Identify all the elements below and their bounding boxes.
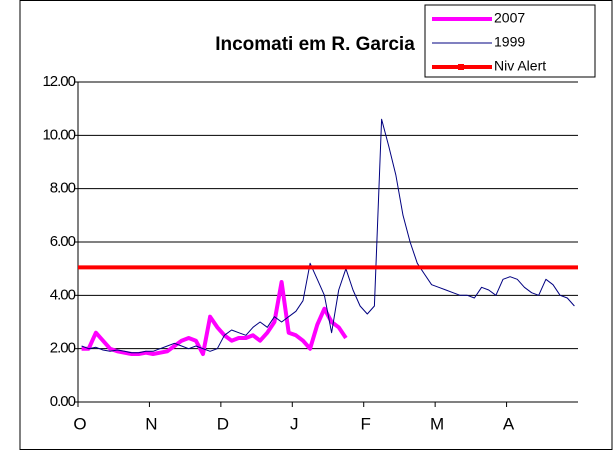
x-tick-label: M (430, 414, 444, 433)
y-tick-label: 8.00 (50, 180, 76, 197)
y-tick-label: 0.00 (50, 393, 76, 410)
x-tick-label: O (73, 414, 86, 433)
y-tick-label: 10.00 (42, 126, 75, 143)
y-tick-label: 4.00 (50, 286, 76, 303)
legend-label: 1999 (494, 34, 525, 50)
y-tick-label: 12.00 (42, 73, 75, 90)
legend-marker (458, 64, 464, 70)
legend-label: 2007 (494, 10, 525, 26)
x-tick-label: D (217, 414, 229, 433)
y-tick-label: 6.00 (50, 233, 76, 250)
x-tick-label: A (503, 414, 515, 433)
chart-title: Incomati em R. Garcia (215, 34, 415, 55)
y-tick-label: 2.00 (50, 340, 76, 357)
line-series (81, 118, 575, 354)
x-tick-label: J (290, 414, 299, 433)
legend-label: Niv Alert (494, 58, 546, 74)
x-tick-label: N (145, 414, 157, 433)
x-tick-label: F (361, 414, 371, 433)
line-series (81, 280, 348, 356)
